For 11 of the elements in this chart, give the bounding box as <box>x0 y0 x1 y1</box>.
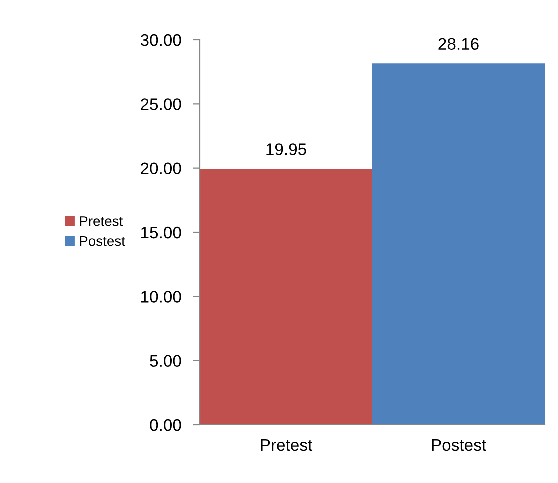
y-tick-label: 10.00 <box>142 291 182 303</box>
y-tick-label: 25.00 <box>141 98 182 110</box>
y-tick-label: 0.00 <box>150 419 182 432</box>
y-tick-label: 15.00 <box>142 226 182 239</box>
y-tick-label: 5.00 <box>150 355 182 368</box>
legend-label: Pretest <box>80 216 124 226</box>
data-label: 19.95 <box>266 144 306 156</box>
y-tick-label: 20.00 <box>141 162 182 175</box>
y-tick-label: 30.00 <box>140 34 182 46</box>
data-label: 28.16 <box>438 38 479 50</box>
legend-label: Postest <box>80 236 126 246</box>
